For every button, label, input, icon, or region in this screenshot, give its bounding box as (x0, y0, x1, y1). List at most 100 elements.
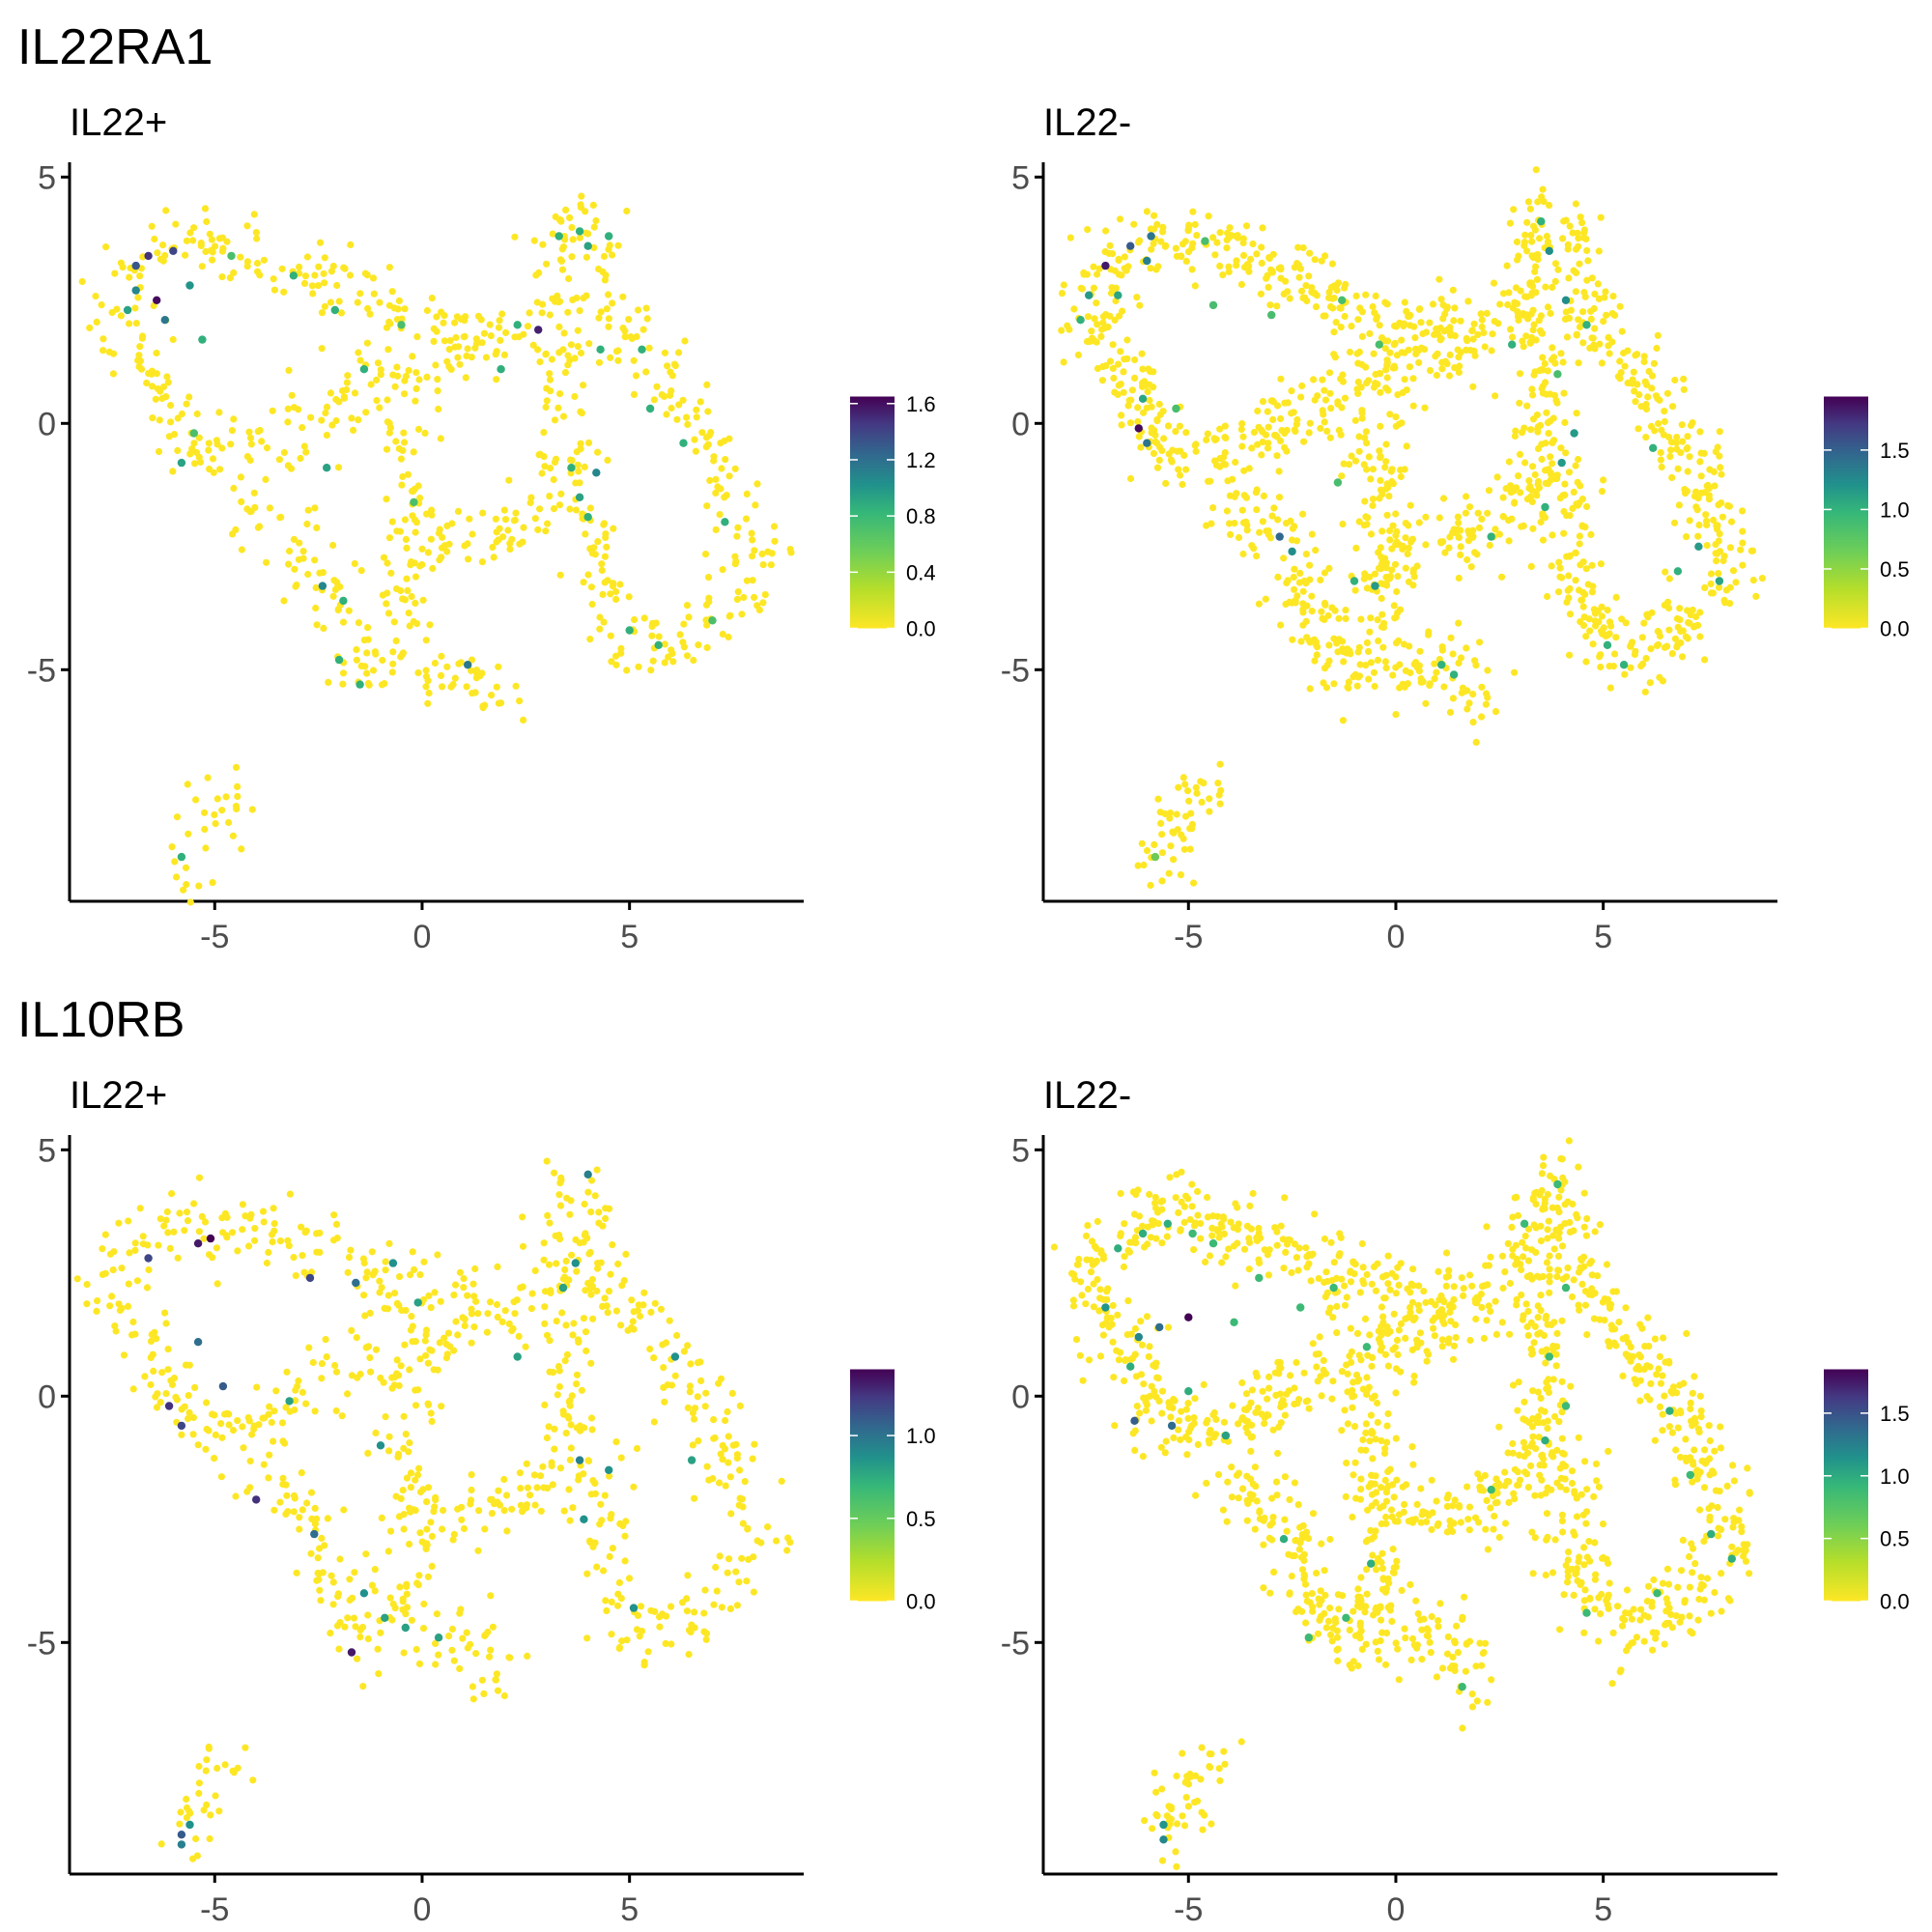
cell-point (225, 1421, 233, 1429)
cell-point (1408, 1443, 1416, 1451)
cell-point (670, 360, 679, 368)
cell-point (318, 309, 327, 317)
cell-point (1111, 1422, 1119, 1430)
cell-point (284, 1236, 292, 1244)
cell-point (1537, 421, 1545, 429)
cell-point (1136, 237, 1144, 244)
cell-point (195, 1174, 204, 1181)
cell-point (1388, 477, 1396, 486)
cell-point (1160, 435, 1168, 442)
cell-point (1094, 321, 1101, 328)
expressing-cell-point (193, 1239, 203, 1248)
cell-point (1455, 1502, 1463, 1510)
cell-point (1242, 222, 1251, 230)
cell-point (681, 337, 689, 345)
cell-point (1529, 525, 1537, 532)
cell-point (1231, 493, 1238, 500)
cell-point (347, 241, 355, 248)
cell-point (1075, 1255, 1083, 1264)
cell-point (1559, 358, 1567, 366)
cell-point (1158, 849, 1166, 857)
cell-point (495, 1487, 502, 1494)
cell-point (595, 314, 603, 322)
cell-point (532, 271, 540, 279)
cell-point (307, 1268, 316, 1276)
cell-point (321, 302, 328, 310)
cell-point (495, 699, 503, 707)
cell-point (129, 1385, 137, 1393)
cell-point (628, 334, 636, 343)
cell-point (1127, 1330, 1135, 1338)
cell-point (1570, 488, 1577, 496)
cell-point (1346, 1626, 1353, 1634)
cell-point (496, 317, 503, 325)
cell-point (493, 683, 500, 691)
cell-point (1264, 440, 1272, 447)
cell-point (1357, 1574, 1365, 1581)
cell-point (170, 431, 179, 439)
cell-point (684, 420, 692, 428)
cell-point (424, 1400, 432, 1407)
cell-point (1098, 1321, 1107, 1329)
cell-point (1518, 1291, 1525, 1299)
cell-point (1317, 1613, 1324, 1621)
cell-point (1121, 355, 1128, 363)
cell-point (365, 681, 373, 689)
cell-point (1274, 402, 1282, 410)
cell-point (1305, 1405, 1313, 1412)
cell-point (1277, 266, 1285, 273)
cell-point (1384, 1280, 1392, 1288)
cell-point (1443, 1502, 1451, 1511)
cell-point (768, 550, 776, 557)
cell-point (1545, 1388, 1552, 1396)
cell-point (403, 1604, 412, 1611)
cell-point (1553, 1329, 1561, 1337)
cell-point (423, 306, 431, 315)
expressing-cell-point (1288, 547, 1296, 556)
cell-point (1509, 1245, 1517, 1253)
cell-point (1181, 781, 1189, 788)
colorbar-gradient (850, 1369, 895, 1602)
cell-point (601, 276, 610, 284)
cell-point (1354, 1585, 1362, 1593)
cell-point (1378, 1436, 1385, 1445)
cell-point (327, 389, 334, 397)
cell-point (414, 482, 422, 490)
cell-point (1490, 1525, 1497, 1533)
cell-point (728, 1389, 736, 1397)
cell-point (316, 1248, 324, 1256)
cell-point (1485, 487, 1493, 495)
cell-point (125, 1280, 132, 1288)
cell-point (1321, 252, 1329, 260)
cell-point (1515, 1378, 1522, 1386)
cell-point (322, 409, 329, 417)
cell-point (634, 1611, 642, 1619)
cell-point (153, 1335, 160, 1343)
cell-point (581, 1200, 588, 1208)
cell-point (1138, 1341, 1147, 1349)
cell-point (343, 379, 351, 386)
cell-point (1418, 1626, 1426, 1634)
cell-point (1542, 283, 1549, 291)
cell-point (1501, 1468, 1509, 1476)
cell-point (339, 680, 347, 688)
cell-point (242, 1212, 249, 1220)
cell-point (1465, 503, 1474, 511)
cell-point (587, 1208, 595, 1216)
cell-point (549, 230, 556, 238)
cell-point (1155, 400, 1163, 409)
cell-point (1405, 578, 1413, 585)
cell-point (731, 560, 739, 568)
cell-point (1642, 655, 1650, 663)
cell-point (1529, 463, 1537, 470)
cell-point (596, 613, 604, 621)
cell-point (559, 412, 568, 420)
cell-point (1703, 542, 1711, 550)
cell-point (1567, 1382, 1575, 1390)
cell-point (1299, 600, 1307, 608)
cell-point (400, 1511, 408, 1519)
cell-point (1758, 575, 1766, 582)
cell-point (505, 476, 513, 484)
cell-point (1336, 1250, 1344, 1258)
cell-point (582, 530, 589, 538)
